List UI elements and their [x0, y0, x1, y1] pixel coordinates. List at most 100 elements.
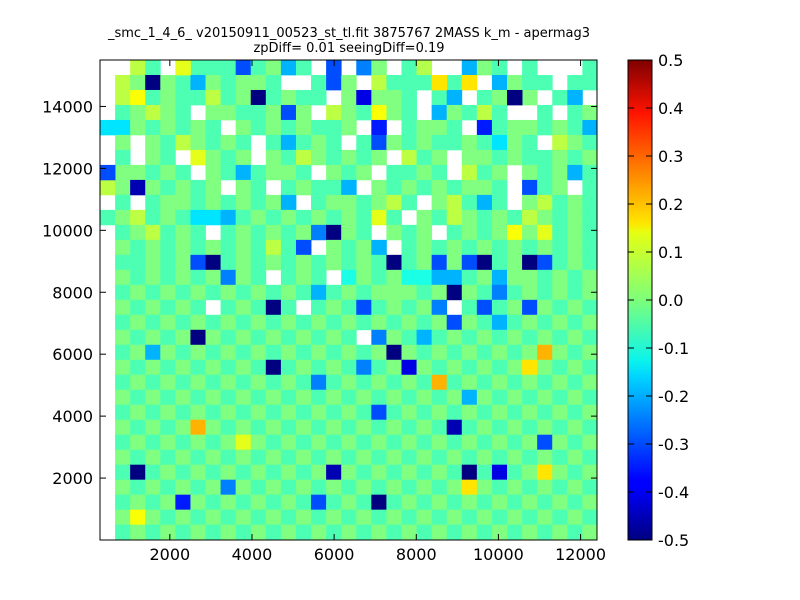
heatmap-cell — [130, 419, 146, 436]
heatmap-cell — [295, 524, 312, 541]
heatmap-cell — [582, 524, 598, 541]
heatmap-cell — [295, 479, 312, 496]
heatmap-cell — [205, 179, 221, 196]
heatmap-cell — [522, 149, 538, 166]
heatmap-cell — [476, 119, 493, 136]
heatmap-cell — [446, 479, 463, 496]
heatmap-cell — [190, 389, 206, 406]
heatmap-cell — [145, 509, 161, 526]
heatmap-cell — [326, 494, 342, 511]
heatmap-cell — [431, 194, 448, 211]
heatmap-cell — [235, 239, 252, 256]
heatmap-cell — [386, 359, 402, 376]
heatmap-cell — [552, 464, 568, 481]
heatmap-cell — [582, 104, 598, 121]
heatmap-cell — [522, 284, 538, 301]
heatmap-cell — [326, 239, 342, 256]
tick-label: -0.4 — [658, 483, 689, 502]
heatmap-cell — [386, 104, 402, 121]
heatmap-cell — [356, 404, 372, 421]
heatmap-cell — [461, 179, 478, 196]
heatmap-cell — [446, 179, 463, 196]
heatmap-cell — [280, 89, 297, 106]
heatmap-cell — [507, 299, 523, 316]
plot-frame — [99, 59, 598, 541]
heatmap-cell — [356, 224, 372, 241]
heatmap-cell — [491, 374, 508, 391]
heatmap-cell — [175, 494, 191, 511]
heatmap-cell — [160, 89, 176, 106]
heatmap-cell — [130, 389, 146, 406]
heatmap-cell — [145, 134, 161, 151]
heatmap-cell — [507, 224, 523, 241]
heatmap-cell — [190, 194, 206, 211]
heatmap-cell — [265, 509, 282, 526]
heatmap-cell — [582, 359, 598, 376]
heatmap-cell — [145, 419, 161, 436]
heatmap-cell — [145, 164, 161, 181]
heatmap-cell — [431, 269, 448, 286]
heatmap-cell — [311, 344, 327, 361]
heatmap-cell — [507, 509, 523, 526]
heatmap-cell — [507, 449, 523, 466]
heatmap-cell — [190, 524, 206, 541]
heatmap-cell — [235, 134, 252, 151]
heatmap-cell — [567, 164, 583, 181]
heatmap-cell — [491, 464, 508, 481]
heatmap-cell — [431, 464, 448, 481]
heatmap-cell — [341, 404, 357, 421]
heatmap-cell — [145, 434, 161, 451]
heatmap-cell — [145, 224, 161, 241]
heatmap-cell — [265, 209, 282, 226]
heatmap-cell — [552, 239, 568, 256]
heatmap-cell — [265, 299, 282, 316]
tick-label: 2000 — [52, 469, 93, 488]
heatmap-cell — [235, 179, 252, 196]
heatmap-cell — [235, 149, 252, 166]
heatmap-cell — [190, 404, 206, 421]
heatmap-cell — [220, 479, 237, 496]
heatmap-cell — [295, 389, 312, 406]
heatmap-cell — [265, 494, 282, 511]
heatmap-cell — [446, 269, 463, 286]
heatmap-cell — [416, 344, 433, 361]
heatmap-cell — [431, 419, 448, 436]
colorbar-ticks: -0.5 -0.4 -0.3 -0.2 -0.1 0.0 0.1 0.2 0.3 0.4 0.5 — [628, 51, 689, 550]
heatmap-cell — [582, 404, 598, 421]
heatmap-cell — [567, 254, 583, 271]
heatmap-cell — [205, 239, 221, 256]
heatmap-cell — [371, 89, 387, 106]
heatmap-cell — [235, 509, 252, 526]
heatmap-cell — [386, 329, 402, 346]
heatmap-cell — [552, 434, 568, 451]
heatmap-cell — [130, 524, 146, 541]
heatmap-cell — [100, 164, 116, 181]
heatmap-cell — [537, 74, 553, 91]
heatmap-cell — [582, 179, 598, 196]
heatmap-cell — [401, 89, 417, 106]
heatmap-cell — [295, 494, 312, 511]
heatmap-cell — [582, 239, 598, 256]
heatmap-cells — [100, 60, 598, 541]
heatmap-cell — [190, 74, 206, 91]
heatmap-cell — [115, 494, 131, 511]
heatmap-cell — [522, 194, 538, 211]
heatmap-cell — [476, 209, 493, 226]
heatmap-cell — [431, 494, 448, 511]
heatmap-cell — [446, 224, 463, 241]
heatmap-cell — [371, 299, 387, 316]
heatmap-cell — [205, 509, 221, 526]
heatmap-cell — [356, 494, 372, 511]
heatmap-cell — [582, 149, 598, 166]
heatmap-cell — [311, 524, 327, 541]
heatmap-cell — [537, 494, 553, 511]
heatmap-cell — [145, 404, 161, 421]
heatmap-cell — [567, 479, 583, 496]
heatmap-cell — [491, 284, 508, 301]
heatmap-cell — [461, 164, 478, 181]
heatmap-cell — [280, 134, 297, 151]
heatmap-cell — [326, 374, 342, 391]
heatmap-cell — [220, 449, 237, 466]
heatmap-cell — [522, 179, 538, 196]
heatmap-cell — [115, 194, 131, 211]
